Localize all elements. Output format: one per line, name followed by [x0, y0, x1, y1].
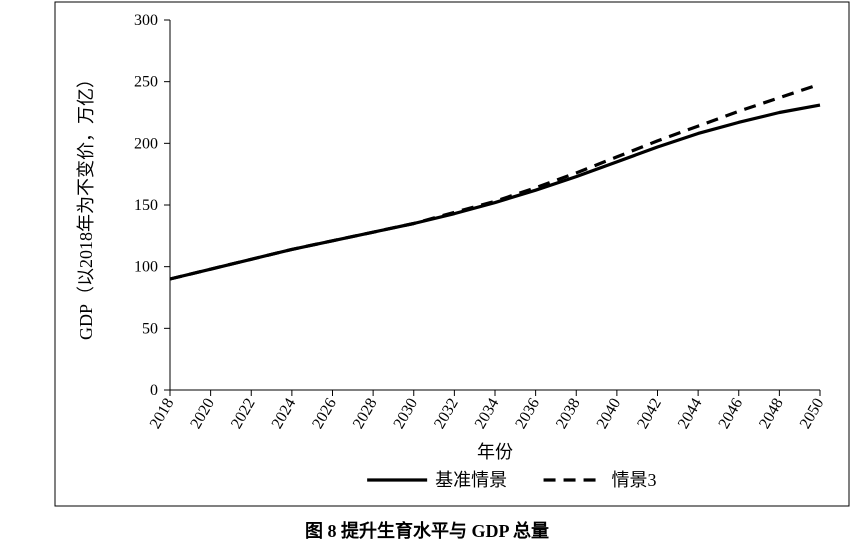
y-tick-label: 200: [134, 135, 158, 152]
y-tick-label: 300: [134, 12, 158, 29]
y-tick-label: 0: [150, 382, 158, 399]
y-tick-label: 250: [134, 74, 158, 91]
y-axis-title: GDP（以2018年为不变价，万亿）: [76, 70, 96, 340]
y-tick-label: 50: [142, 320, 158, 337]
x-axis-title: 年份: [477, 442, 513, 462]
legend-label-1: 情景3: [612, 470, 657, 490]
figure-caption: 图 8 提升生育水平与 GDP 总量: [0, 517, 854, 543]
line-chart: 0501001502002503002018202020222024202620…: [0, 0, 854, 549]
chart-container: 0501001502002503002018202020222024202620…: [0, 0, 854, 549]
y-tick-label: 150: [134, 197, 158, 214]
legend-label-0: 基准情景: [435, 470, 507, 490]
y-tick-label: 100: [134, 259, 158, 276]
